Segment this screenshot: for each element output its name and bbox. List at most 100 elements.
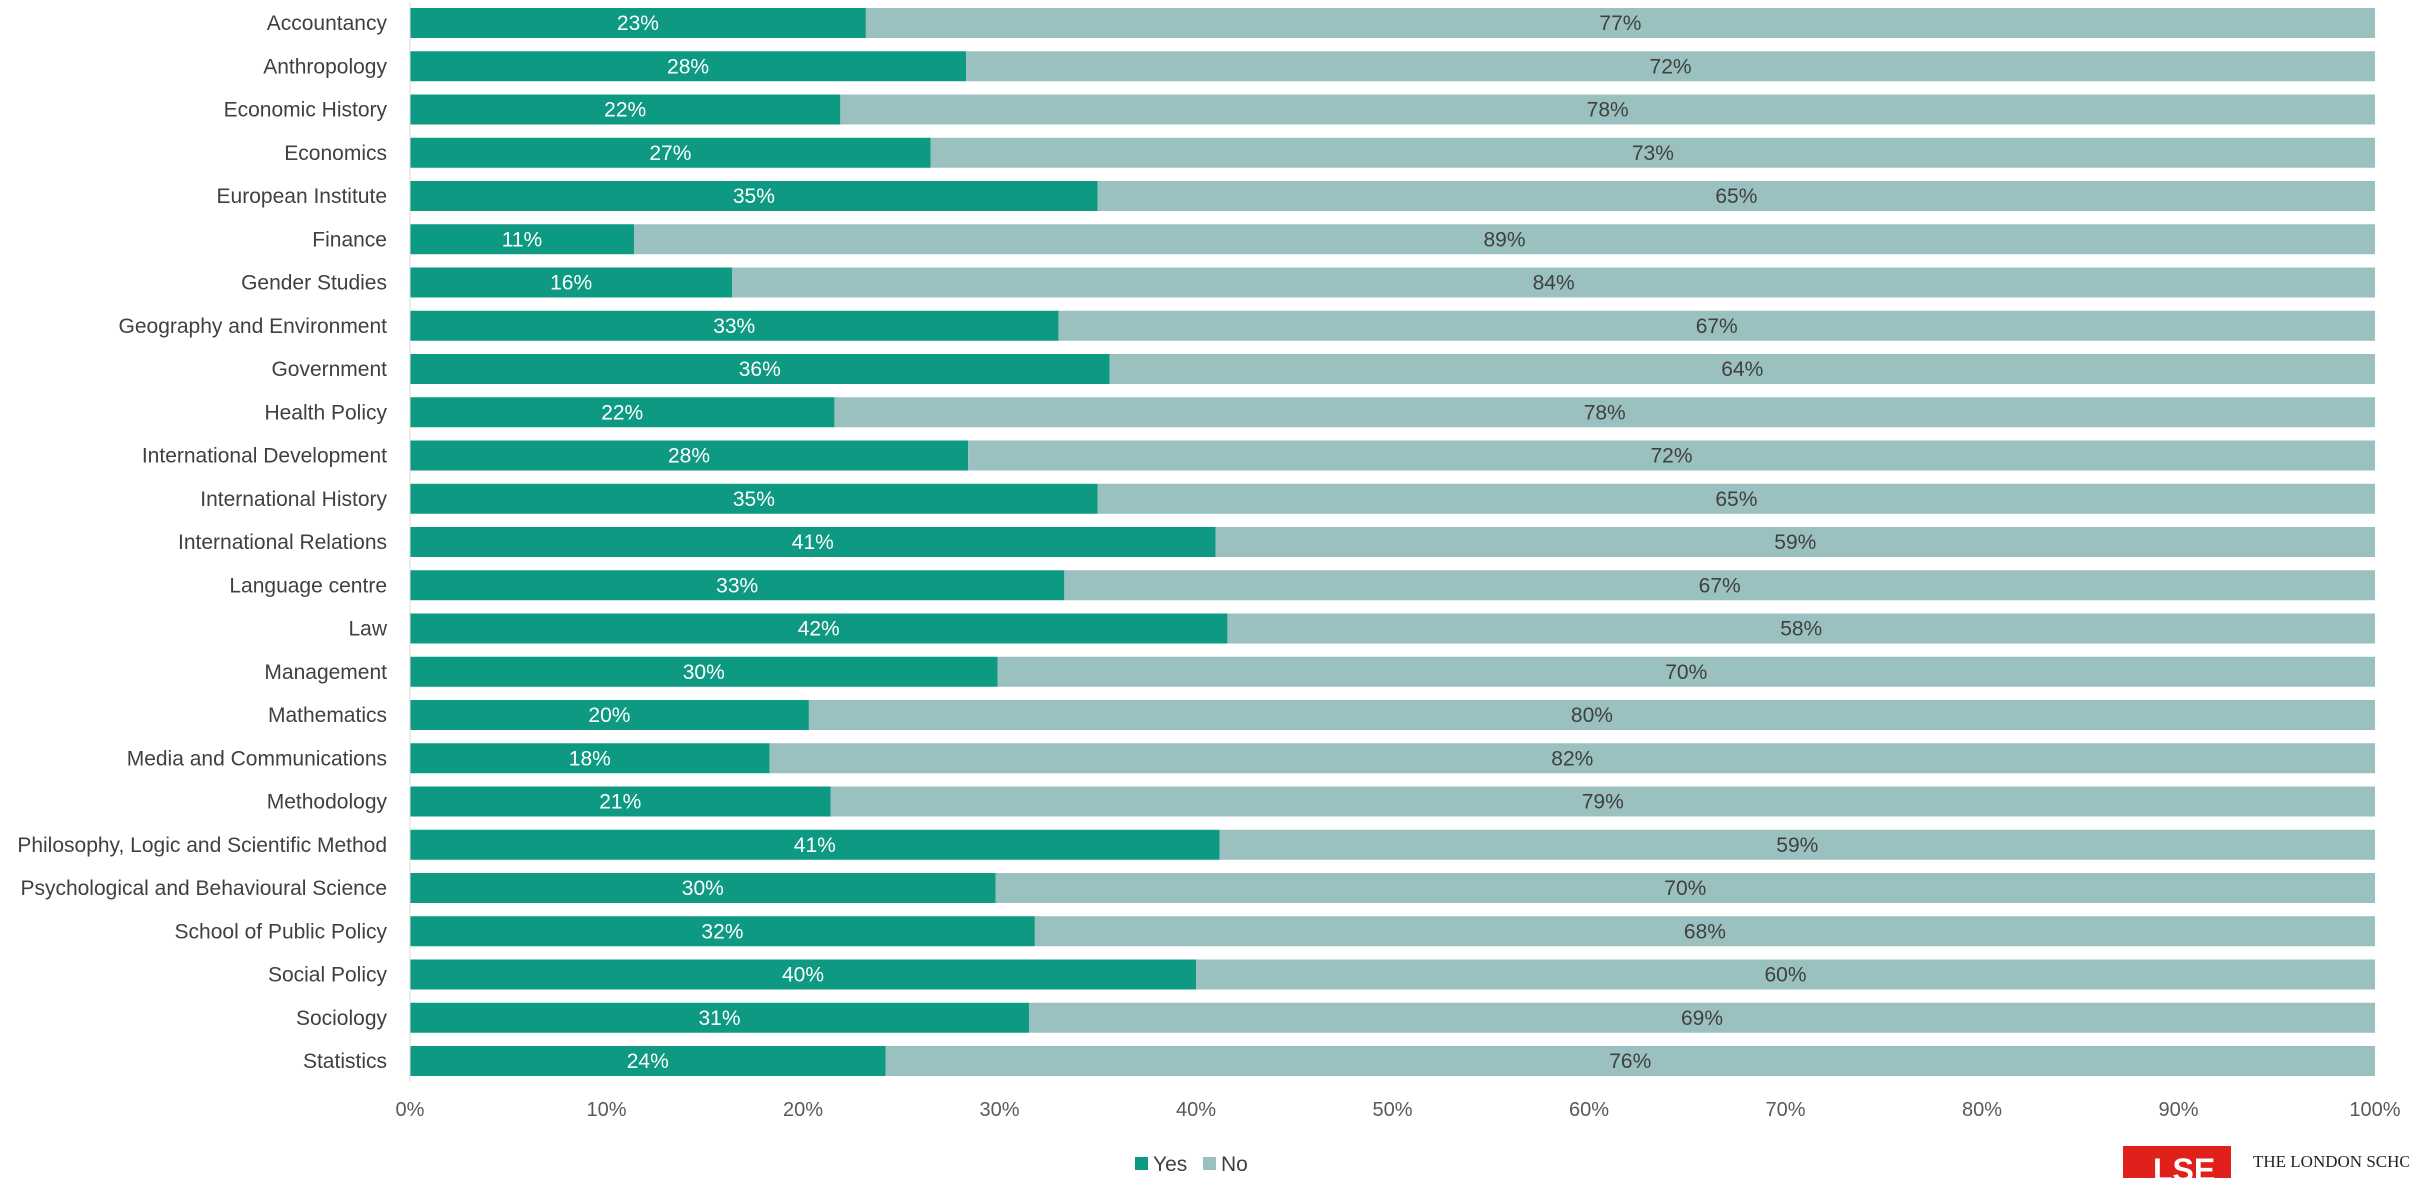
lse-logo-wordmark: THE LONDON SCHOOL: [2253, 1152, 2409, 1171]
bar-yes-government: [410, 354, 1110, 384]
bar-yes-psychological-and-behavioural-science: [410, 873, 996, 903]
data-label-no-philosophy-logic-and-scientific-method: 59%: [1776, 834, 1818, 857]
bar-yes-geography-and-environment: [410, 310, 1059, 341]
bar-no-health-policy: [834, 397, 2376, 428]
legend-swatch-no: [1203, 1157, 1216, 1170]
data-label-no-gender-studies: 84%: [1533, 272, 1575, 295]
data-label-no-european-institute: 65%: [1715, 185, 1757, 208]
data-label-no-finance: 89%: [1483, 228, 1525, 251]
bar-no-european-institute: [1097, 181, 2375, 211]
category-label-economic-history: Economic History: [224, 99, 388, 122]
category-label-mathematics: Mathematics: [268, 704, 387, 727]
bar-yes-philosophy-logic-and-scientific-method: [410, 829, 1220, 860]
category-label-international-development: International Development: [142, 445, 387, 468]
data-label-no-law: 58%: [1780, 618, 1822, 641]
data-label-no-accountancy: 77%: [1599, 12, 1641, 35]
category-label-sociology: Sociology: [296, 1007, 388, 1030]
data-label-no-international-development: 72%: [1651, 445, 1693, 468]
bar-yes-economics: [410, 137, 931, 168]
data-label-yes-mathematics: 20%: [588, 704, 630, 727]
x-axis: 0% 10% 20% 30% 40% 50% 60% 70% 80% 90% 100%: [396, 2, 2401, 1121]
data-label-yes-economics: 27%: [649, 142, 691, 165]
bar-yes-accountancy: [410, 8, 866, 38]
bar-no-social-policy: [1196, 959, 2375, 990]
lse-logo-box: LSE: [2123, 1146, 2231, 1178]
category-label-health-policy: Health Policy: [264, 401, 387, 424]
lse-logo: LSE THE LONDON SCHOOL: [2123, 1146, 2409, 1178]
bar-yes-international-development: [410, 440, 969, 471]
bar-no-government: [1109, 354, 2375, 384]
data-label-yes-accountancy: 23%: [617, 12, 659, 35]
category-label-gender-studies: Gender Studies: [241, 272, 387, 295]
bar-no-management: [997, 656, 2376, 687]
category-label-european-institute: European Institute: [217, 185, 387, 208]
bar-no-accountancy: [865, 8, 2375, 38]
lse-logo-letters: LSE: [2153, 1152, 2216, 1178]
data-label-yes-international-development: 28%: [668, 445, 710, 468]
data-label-yes-media-and-communications: 18%: [569, 747, 611, 770]
category-label-philosophy-logic-and-scientific-method: Philosophy, Logic and Scientific Method: [17, 834, 387, 857]
data-label-yes-gender-studies: 16%: [550, 272, 592, 295]
category-label-economics: Economics: [284, 142, 387, 165]
data-label-no-media-and-communications: 82%: [1551, 747, 1593, 770]
x-tick-label-6: 60%: [1569, 1099, 1609, 1121]
bar-yes-school-of-public-policy: [410, 916, 1035, 947]
data-label-yes-finance: 11%: [502, 228, 542, 251]
bar-no-statistics: [885, 1046, 2375, 1076]
bar-no-international-development: [968, 440, 2375, 471]
data-label-no-social-policy: 60%: [1764, 964, 1806, 987]
bar-yes-sociology: [410, 1002, 1029, 1033]
data-label-no-international-history: 65%: [1715, 488, 1757, 511]
bar-no-language-centre: [1064, 570, 2375, 601]
bar-no-law: [1227, 613, 2375, 644]
x-tick-label-0: 0%: [396, 1099, 425, 1121]
data-label-no-methodology: 79%: [1582, 791, 1624, 814]
data-label-no-government: 64%: [1721, 358, 1763, 381]
x-tick-label-8: 80%: [1962, 1099, 2002, 1121]
data-label-no-anthropology: 72%: [1650, 55, 1692, 78]
data-label-no-sociology: 69%: [1681, 1007, 1723, 1030]
category-label-finance: Finance: [312, 228, 387, 251]
bar-yes-law: [410, 613, 1228, 644]
data-label-no-geography-and-environment: 67%: [1696, 315, 1738, 338]
bar-yes-finance: [410, 224, 635, 255]
bar-no-school-of-public-policy: [1034, 916, 2375, 947]
legend: Yes No: [1135, 1153, 1248, 1176]
data-label-yes-philosophy-logic-and-scientific-method: 41%: [794, 834, 836, 857]
category-label-international-relations: International Relations: [178, 531, 387, 554]
x-tick-label-4: 40%: [1176, 1099, 1216, 1121]
bar-yes-mathematics: [410, 700, 809, 730]
bar-yes-language-centre: [410, 570, 1065, 601]
bar-yes-european-institute: [410, 181, 1098, 211]
data-label-yes-management: 30%: [683, 661, 725, 684]
legend-label-yes: Yes: [1153, 1153, 1187, 1176]
data-label-no-health-policy: 78%: [1584, 401, 1626, 424]
category-label-government: Government: [271, 358, 387, 381]
x-tick-label-3: 30%: [979, 1099, 1019, 1121]
category-label-management: Management: [264, 661, 387, 684]
data-label-yes-psychological-and-behavioural-science: 30%: [682, 877, 724, 900]
bar-yes-methodology: [410, 786, 831, 817]
data-label-no-school-of-public-policy: 68%: [1684, 920, 1726, 943]
data-label-no-economic-history: 78%: [1587, 99, 1629, 122]
legend-label-no: No: [1221, 1153, 1248, 1176]
data-label-yes-geography-and-environment: 33%: [713, 315, 755, 338]
data-label-yes-economic-history: 22%: [604, 99, 646, 122]
data-label-yes-sociology: 31%: [698, 1007, 740, 1030]
data-label-no-psychological-and-behavioural-science: 70%: [1664, 877, 1706, 900]
data-label-yes-law: 42%: [798, 618, 840, 641]
bar-no-media-and-communications: [769, 743, 2375, 774]
category-label-media-and-communications: Media and Communications: [127, 747, 387, 770]
data-label-yes-school-of-public-policy: 32%: [701, 920, 743, 943]
category-label-methodology: Methodology: [267, 791, 388, 814]
data-label-yes-social-policy: 40%: [782, 964, 824, 987]
bar-no-psychological-and-behavioural-science: [995, 873, 2375, 903]
bar-yes-international-relations: [410, 527, 1216, 557]
bar-yes-anthropology: [410, 51, 967, 82]
data-label-yes-statistics: 24%: [627, 1050, 669, 1073]
data-label-no-management: 70%: [1665, 661, 1707, 684]
x-tick-label-10: 100%: [2349, 1099, 2400, 1121]
x-tick-label-9: 90%: [2158, 1099, 2198, 1121]
bar-no-sociology: [1028, 1002, 2375, 1033]
data-label-yes-language-centre: 33%: [716, 574, 758, 597]
